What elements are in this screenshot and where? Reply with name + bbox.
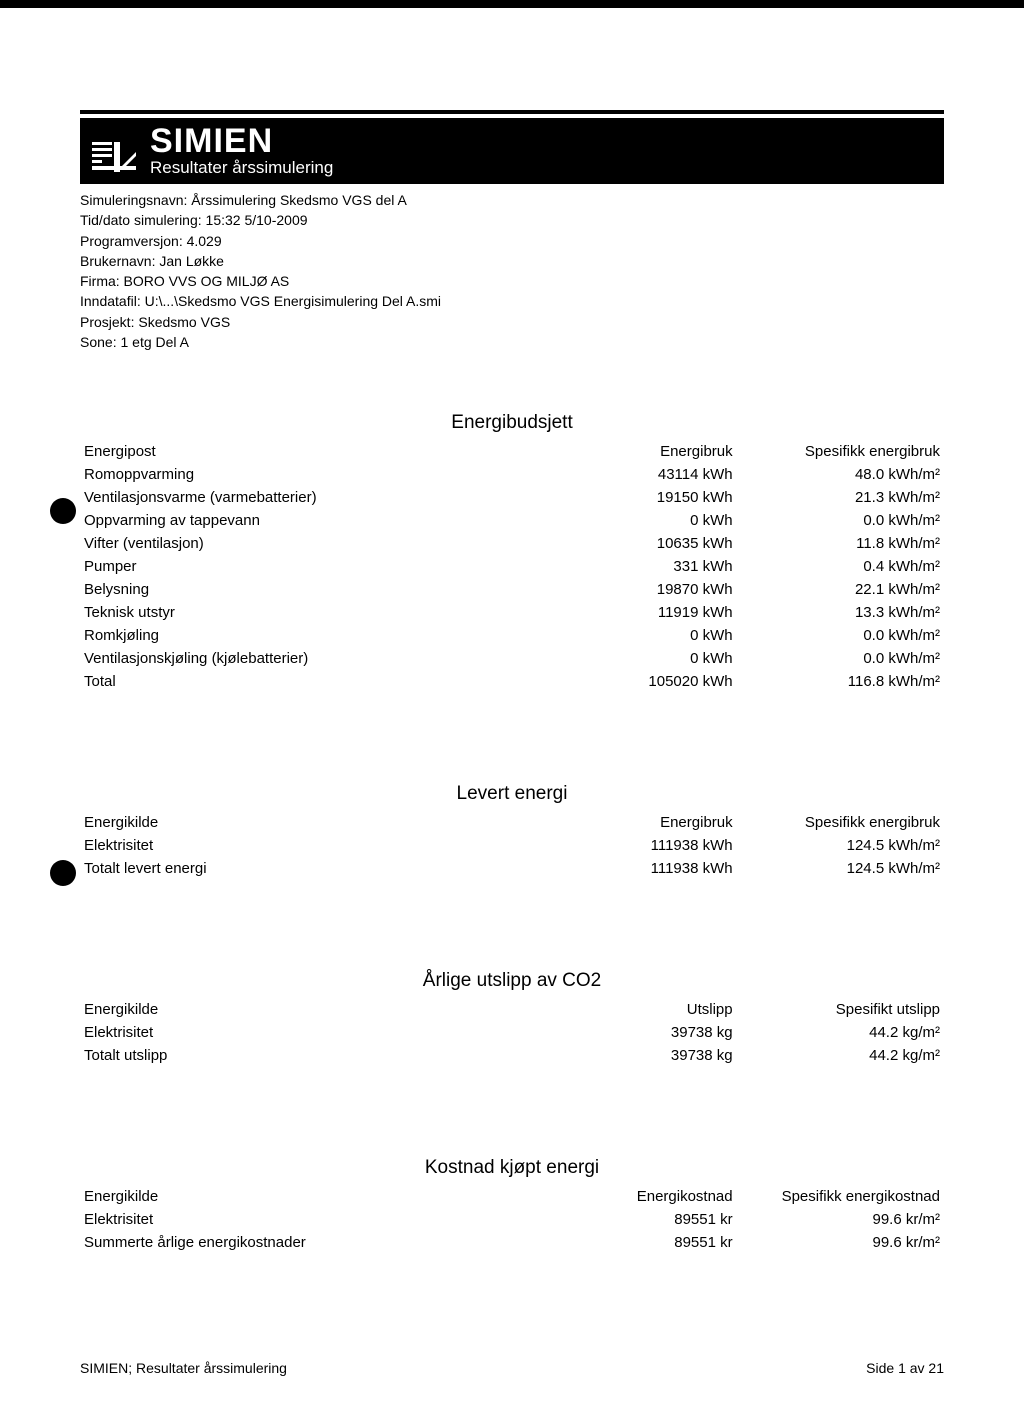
section-title: Energibudsjett	[80, 412, 944, 434]
table-head-row: Energikilde Energibruk Spesifikk energib…	[80, 811, 944, 834]
col-header: Spesifikk energibruk	[737, 811, 944, 834]
table-head-row: Energikilde Utslipp Spesifikt utslipp	[80, 998, 944, 1021]
footer-left: SIMIEN; Resultater årssimulering	[80, 1360, 287, 1376]
table-row: Oppvarming av tappevann0 kWh0.0 kWh/m²	[80, 509, 944, 532]
table-row: Elektrisitet111938 kWh124.5 kWh/m²	[80, 834, 944, 857]
col-header: Energibruk	[495, 811, 737, 834]
meta-firma: Firma: BORO VVS OG MILJØ AS	[80, 271, 944, 291]
table-head-row: Energikilde Energikostnad Spesifikk ener…	[80, 1185, 944, 1208]
section-title: Levert energi	[80, 783, 944, 805]
app-subtitle: Resultater årssimulering	[150, 158, 333, 178]
section-levert-energi: Levert energi Energikilde Energibruk Spe…	[80, 783, 944, 880]
table-levert: Energikilde Energibruk Spesifikk energib…	[80, 811, 944, 880]
col-header: Spesifikt utslipp	[737, 998, 944, 1021]
section-title: Årlige utslipp av CO2	[80, 970, 944, 992]
table-row: Total105020 kWh116.8 kWh/m²	[80, 670, 944, 693]
meta-sim-name: Simuleringsnavn: Årssimulering Skedsmo V…	[80, 190, 944, 210]
table-row: Elektrisitet39738 kg44.2 kg/m²	[80, 1021, 944, 1044]
table-head-row: Energipost Energibruk Spesifikk energibr…	[80, 440, 944, 463]
col-header: Energikostnad	[495, 1185, 737, 1208]
header-rule	[80, 110, 944, 114]
table-row: Ventilasjonskjøling (kjølebatterier)0 kW…	[80, 647, 944, 670]
table-row: Teknisk utstyr11919 kWh13.3 kWh/m²	[80, 601, 944, 624]
punch-hole-icon	[50, 860, 76, 886]
table-row: Pumper331 kWh0.4 kWh/m²	[80, 555, 944, 578]
table-row: Ventilasjonsvarme (varmebatterier)19150 …	[80, 486, 944, 509]
col-header: Spesifikk energikostnad	[737, 1185, 944, 1208]
table-row: Summerte årlige energikostnader89551 kr9…	[80, 1231, 944, 1254]
col-header: Energikilde	[80, 998, 495, 1021]
app-title: SIMIEN	[150, 124, 333, 158]
punch-hole-icon	[50, 498, 76, 524]
simulation-meta: Simuleringsnavn: Årssimulering Skedsmo V…	[80, 190, 944, 352]
meta-programversjon: Programversjon: 4.029	[80, 231, 944, 251]
meta-prosjekt: Prosjekt: Skedsmo VGS	[80, 312, 944, 332]
section-kostnad: Kostnad kjøpt energi Energikilde Energik…	[80, 1157, 944, 1254]
footer-right: Side 1 av 21	[866, 1360, 944, 1376]
section-co2: Årlige utslipp av CO2 Energikilde Utslip…	[80, 970, 944, 1067]
top-black-strip	[0, 0, 1024, 8]
col-header: Spesifikk energibruk	[737, 440, 944, 463]
table-row: Totalt levert energi111938 kWh124.5 kWh/…	[80, 857, 944, 880]
table-row: Belysning19870 kWh22.1 kWh/m²	[80, 578, 944, 601]
col-header: Energibruk	[495, 440, 737, 463]
meta-brukernavn: Brukernavn: Jan Løkke	[80, 251, 944, 271]
col-header: Energikilde	[80, 811, 495, 834]
table-co2: Energikilde Utslipp Spesifikt utslipp El…	[80, 998, 944, 1067]
table-row: Romoppvarming43114 kWh48.0 kWh/m²	[80, 463, 944, 486]
section-energibudsjett: Energibudsjett Energipost Energibruk Spe…	[80, 412, 944, 693]
col-header: Utslipp	[495, 998, 737, 1021]
report-header: SIMIEN Resultater årssimulering	[80, 118, 944, 184]
table-row: Totalt utslipp39738 kg44.2 kg/m²	[80, 1044, 944, 1067]
meta-sone: Sone: 1 etg Del A	[80, 332, 944, 352]
col-header: Energipost	[80, 440, 495, 463]
table-row: Vifter (ventilasjon)10635 kWh11.8 kWh/m²	[80, 532, 944, 555]
meta-tid-dato: Tid/dato simulering: 15:32 5/10-2009	[80, 210, 944, 230]
table-kostnad: Energikilde Energikostnad Spesifikk ener…	[80, 1185, 944, 1254]
table-row: Elektrisitet89551 kr99.6 kr/m²	[80, 1208, 944, 1231]
simien-logo-icon	[90, 136, 138, 178]
col-header: Energikilde	[80, 1185, 495, 1208]
page-footer: SIMIEN; Resultater årssimulering Side 1 …	[80, 1360, 944, 1376]
table-row: Romkjøling0 kWh0.0 kWh/m²	[80, 624, 944, 647]
table-energibudsjett: Energipost Energibruk Spesifikk energibr…	[80, 440, 944, 693]
meta-inndatafil: Inndatafil: U:\...\Skedsmo VGS Energisim…	[80, 291, 944, 311]
section-title: Kostnad kjøpt energi	[80, 1157, 944, 1179]
